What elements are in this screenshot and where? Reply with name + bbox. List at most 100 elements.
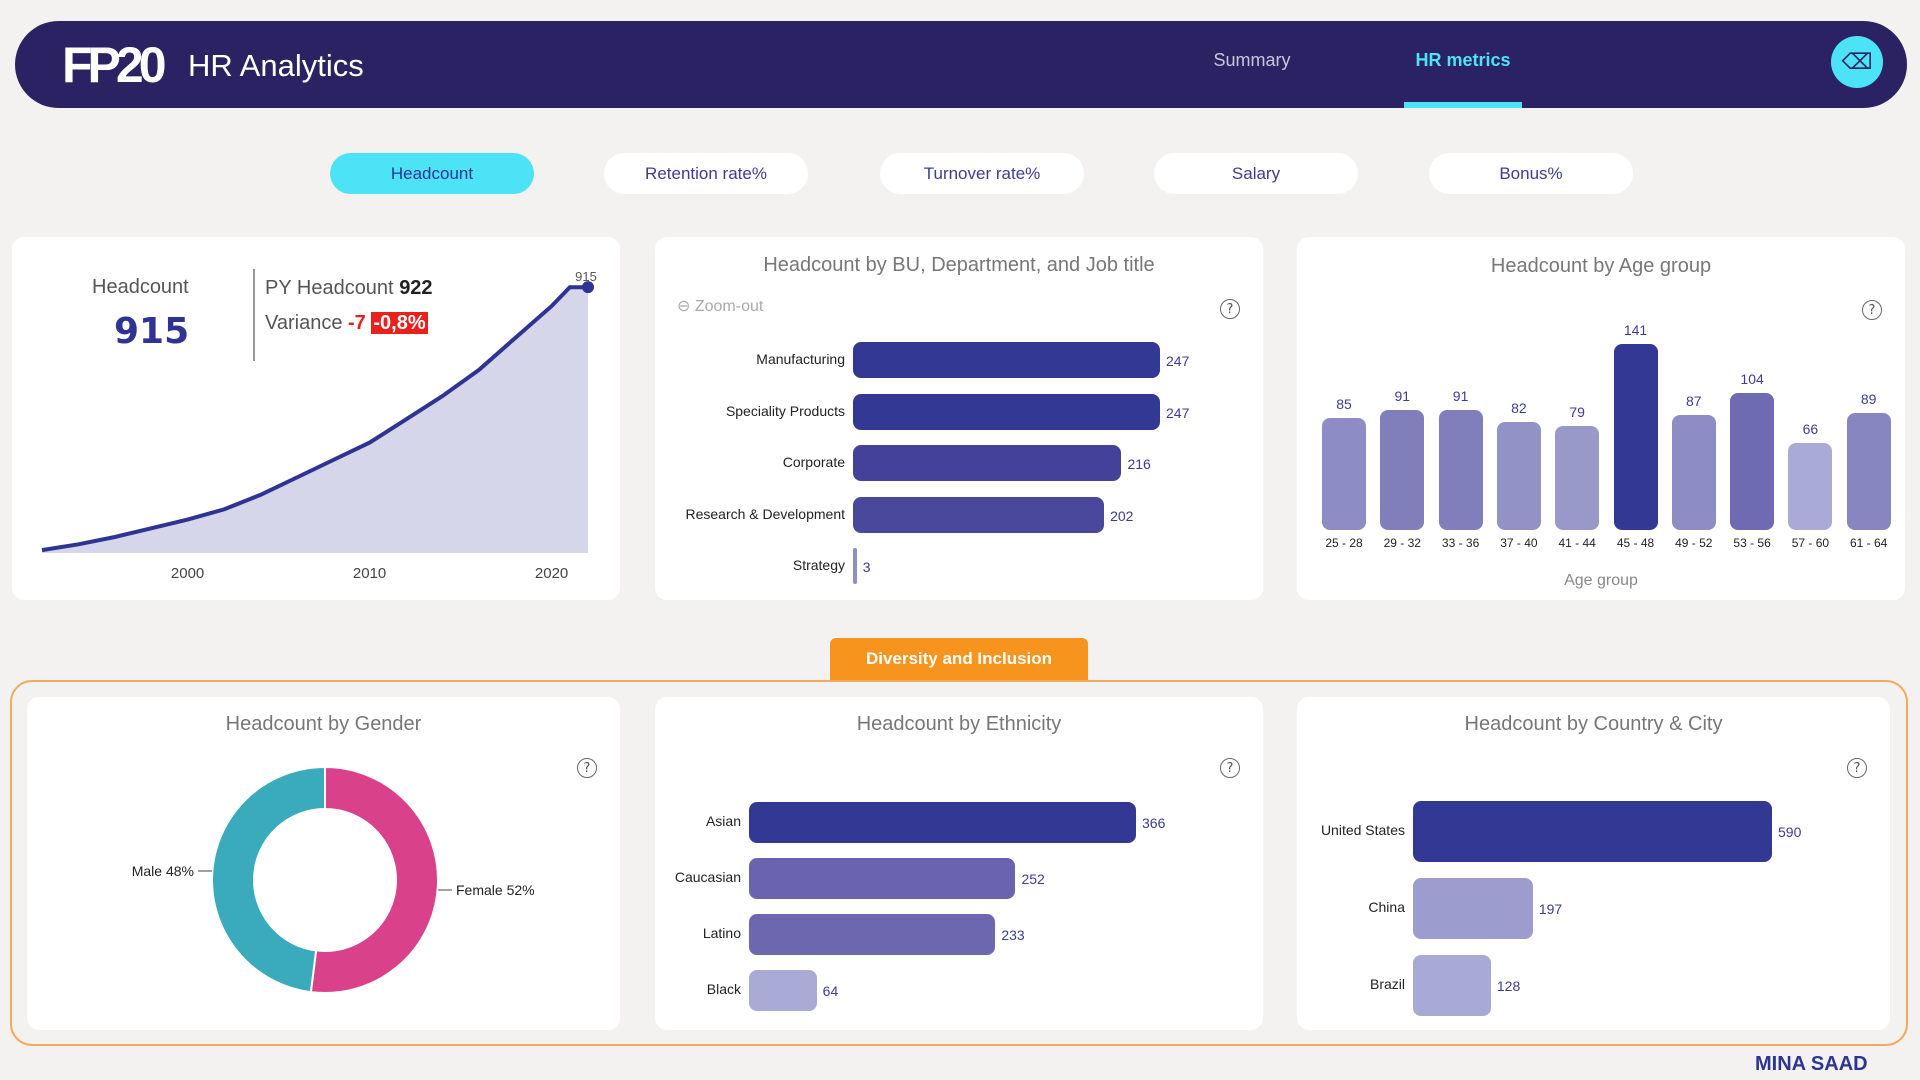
help-icon[interactable]: ? xyxy=(577,758,597,778)
trend-line xyxy=(41,285,588,553)
chart-title: Headcount by Country & City xyxy=(1464,713,1723,735)
logo: FP20 xyxy=(62,37,166,93)
bar-value: 128 xyxy=(1496,978,1521,994)
bar-value: 66 xyxy=(1802,420,1819,437)
kpi-value: 915 xyxy=(114,311,190,352)
eraser-icon: ⌫ xyxy=(1841,49,1873,75)
help-icon[interactable]: ? xyxy=(1220,299,1240,319)
age-bar xyxy=(1322,417,1366,530)
bar-label: United States xyxy=(1320,822,1405,838)
age-bar xyxy=(1730,392,1775,530)
tab-headcount[interactable]: Headcount xyxy=(330,153,534,194)
bar-value: 247 xyxy=(1166,353,1190,369)
donut-slice-female xyxy=(309,765,439,994)
bar-value: 91 xyxy=(1452,387,1469,404)
zoom-out-label: Zoom-out xyxy=(694,298,764,315)
age-bar xyxy=(1438,409,1483,530)
diversity-section-label: Diversity and Inclusion xyxy=(830,638,1088,680)
gender-chart-card: Headcount by Gender ? Female 52% Male 48% xyxy=(27,697,620,1030)
nav-hr-metrics[interactable]: HR metrics xyxy=(1415,50,1511,70)
donut-slice-male xyxy=(211,765,326,994)
area-fill xyxy=(42,287,588,553)
ethnicity-chart-card: Headcount by Ethnicity ? Asian 366 Caucasi… xyxy=(655,697,1263,1030)
bar xyxy=(853,342,1160,378)
kpi-label: Headcount xyxy=(92,276,189,298)
py-value: 922 xyxy=(399,277,433,299)
bar-value: 79 xyxy=(1569,403,1585,420)
slice-label: Male 48% xyxy=(132,863,194,879)
help-icon[interactable]: ? xyxy=(1847,758,1867,778)
zoom-out-icon: ⊖ xyxy=(677,298,691,315)
x-tick-label: 2010 xyxy=(353,565,386,582)
bar xyxy=(749,857,1016,899)
bar xyxy=(749,969,817,1011)
headcount-trend-chart: 915 2000 2010 2020 xyxy=(41,269,597,582)
age-bar xyxy=(1613,344,1658,530)
slice-label: Female 52% xyxy=(456,882,535,898)
bar xyxy=(1413,954,1491,1016)
bar xyxy=(853,496,1105,533)
bar xyxy=(749,801,1136,843)
ethnicity-bars: Asian 366 Caucasian 252 Latino 233 Black 64 xyxy=(655,697,1263,1030)
end-label: 915 xyxy=(575,269,597,284)
age-bars: 85 25 - 28 91 29 - 32 91 33 - 36 82 37 - 40 79 41… xyxy=(1297,237,1905,600)
x-tick-label: 33 - 36 xyxy=(1441,536,1480,550)
tab-bonus[interactable]: Bonus% xyxy=(1429,153,1633,194)
x-tick-label: 2000 xyxy=(171,565,204,582)
age-bar xyxy=(1380,409,1425,530)
country-bars: United States 590 China 197 Brazil 128 xyxy=(1297,697,1890,1030)
bar xyxy=(853,393,1160,430)
bar-value: 141 xyxy=(1623,322,1648,338)
x-tick-label: 41 - 44 xyxy=(1558,536,1596,550)
diversity-section xyxy=(10,680,1908,1046)
zoom-out-button[interactable]: ⊖ Zoom-out xyxy=(677,296,763,316)
bar-value: 3 xyxy=(862,559,871,575)
help-icon[interactable]: ? xyxy=(1220,758,1240,778)
x-tick-label: 37 - 40 xyxy=(1500,536,1538,550)
bar-label: China xyxy=(1368,899,1405,915)
chart-title: Headcount by Age group xyxy=(1490,255,1712,277)
bu-chart-card: Headcount by BU, Department, and Job tit… xyxy=(655,237,1263,600)
chart-title: Headcount by Gender xyxy=(225,713,422,735)
variance-pct: -0,8% xyxy=(371,312,428,334)
gender-donut: Female 52% Male 48% xyxy=(132,765,535,994)
x-tick-label: 53 - 56 xyxy=(1733,536,1771,550)
bu-bars: Manufacturing 247 Speciality Products 247 Co… xyxy=(655,237,1263,600)
x-tick-label: 2020 xyxy=(535,565,568,582)
bar-value: 252 xyxy=(1021,871,1045,887)
bar-value: 197 xyxy=(1538,901,1563,917)
bar-value: 202 xyxy=(1110,507,1134,524)
bar-value: 89 xyxy=(1860,390,1877,407)
bar-value: 64 xyxy=(822,983,839,999)
x-tick-label: 29 - 32 xyxy=(1383,536,1421,550)
age-bar xyxy=(1788,442,1833,530)
help-icon[interactable]: ? xyxy=(1862,300,1882,320)
bar-label: Strategy xyxy=(792,557,845,573)
bar-value: 87 xyxy=(1686,393,1702,410)
variance-value: -7 xyxy=(348,312,366,334)
age-bar xyxy=(1846,412,1891,530)
x-tick-label: 45 - 48 xyxy=(1616,536,1655,550)
age-chart-card: Headcount by Age group ? 85 25 - 28 91 29 -… xyxy=(1297,237,1905,600)
bar-value: 247 xyxy=(1166,404,1190,421)
bar-label: Black xyxy=(706,981,741,997)
app-title: HR Analytics xyxy=(188,48,364,83)
age-bar xyxy=(1671,415,1716,530)
tab-retention-rate[interactable]: Retention rate% xyxy=(604,153,808,194)
headcount-kpi-card: Headcount 915 PY Headcount 922 Variance … xyxy=(12,237,620,600)
x-tick-label: 61 - 64 xyxy=(1850,536,1888,550)
bar xyxy=(1413,877,1533,939)
bar xyxy=(853,445,1122,481)
nav-summary[interactable]: Summary xyxy=(1213,50,1291,70)
x-tick-label: 49 - 52 xyxy=(1675,536,1713,550)
bar-value: 91 xyxy=(1394,387,1411,404)
x-tick-label: 57 - 60 xyxy=(1791,536,1830,550)
tab-salary[interactable]: Salary xyxy=(1154,153,1358,194)
bar-value: 82 xyxy=(1511,399,1527,416)
bar-value: 366 xyxy=(1142,815,1166,831)
eraser-button[interactable]: ⌫ xyxy=(1831,36,1883,88)
bar xyxy=(1413,800,1772,862)
tab-turnover-rate[interactable]: Turnover rate% xyxy=(880,153,1084,194)
bar-value: 85 xyxy=(1336,395,1352,412)
bar-label: Manufacturing xyxy=(756,351,845,367)
